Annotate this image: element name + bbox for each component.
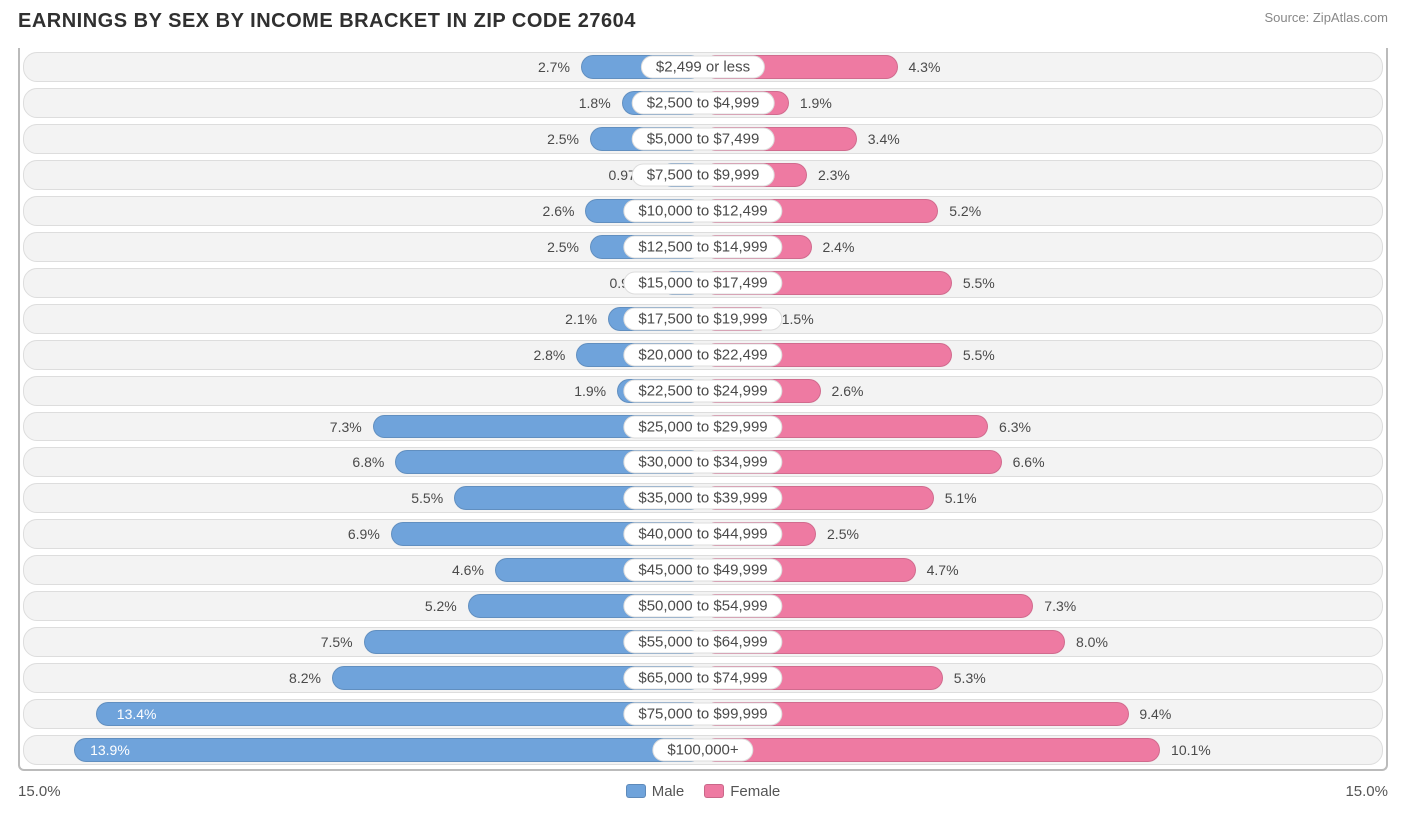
chart-row: $35,000 to $39,999 5.5% 5.1% [23,483,1383,513]
bracket-label: $40,000 to $44,999 [623,523,782,546]
axis-left-max: 15.0% [18,783,61,800]
female-value: 5.5% [963,275,995,291]
bracket-label: $5,000 to $7,499 [632,127,775,150]
bracket-label: $35,000 to $39,999 [623,487,782,510]
bracket-label: $2,500 to $4,999 [632,91,775,114]
female-value: 10.1% [1171,742,1211,758]
male-value: 8.2% [289,670,321,686]
chart-row: $22,500 to $24,999 1.9% 2.6% [23,376,1383,406]
female-value: 5.3% [954,670,986,686]
female-bar [703,738,1160,762]
male-value: 2.7% [538,59,570,75]
female-value: 4.7% [927,562,959,578]
legend-male-label: Male [652,783,685,800]
female-value: 7.3% [1044,598,1076,614]
chart-row: $25,000 to $29,999 7.3% 6.3% [23,412,1383,442]
legend-female: Female [704,783,780,800]
chart-row: $10,000 to $12,499 2.6% 5.2% [23,196,1383,226]
female-value: 4.3% [909,59,941,75]
bracket-label: $55,000 to $64,999 [623,631,782,654]
bracket-label: $15,000 to $17,499 [623,271,782,294]
bracket-label: $50,000 to $54,999 [623,595,782,618]
female-value: 2.3% [818,167,850,183]
female-swatch-icon [704,784,724,798]
female-value: 5.1% [945,490,977,506]
legend-female-label: Female [730,783,780,800]
source-label: Source: ZipAtlas.com [1264,10,1388,25]
chart-row: $40,000 to $44,999 6.9% 2.5% [23,519,1383,549]
chart-row: $75,000 to $99,999 9.4% 13.4% [23,699,1383,729]
male-value: 5.5% [411,490,443,506]
female-value: 6.6% [1013,454,1045,470]
chart-row: $15,000 to $17,4990.95%5.5% [23,268,1383,298]
bracket-label: $12,500 to $14,999 [623,235,782,258]
bracket-label: $17,500 to $19,999 [623,307,782,330]
bracket-label: $22,500 to $24,999 [623,379,782,402]
female-value: 3.4% [868,131,900,147]
male-value: 6.8% [352,454,384,470]
bracket-label: $2,499 or less [641,55,765,78]
bracket-label: $7,500 to $9,999 [632,163,775,186]
male-value: 4.6% [452,562,484,578]
female-value: 2.4% [823,239,855,255]
female-value: 9.4% [1139,706,1171,722]
bracket-label: $25,000 to $29,999 [623,415,782,438]
female-value: 1.5% [782,311,814,327]
chart-row: $45,000 to $49,999 4.6% 4.7% [23,555,1383,585]
male-value: 2.8% [533,347,565,363]
chart-title: EARNINGS BY SEX BY INCOME BRACKET IN ZIP… [18,10,636,33]
chart-row: $7,500 to $9,9990.97%2.3% [23,160,1383,190]
female-value: 2.5% [827,526,859,542]
chart-row: $2,499 or less 2.7% 4.3% [23,52,1383,82]
female-value: 5.5% [963,347,995,363]
chart-row: $30,000 to $34,999 6.8% 6.6% [23,447,1383,477]
female-value: 5.2% [949,203,981,219]
bracket-label: $45,000 to $49,999 [623,559,782,582]
male-value: 13.4% [117,706,157,722]
male-value: 7.3% [330,419,362,435]
male-value: 6.9% [348,526,380,542]
chart-row: $2,500 to $4,999 1.8% 1.9% [23,88,1383,118]
male-value: 2.1% [565,311,597,327]
male-value: 2.5% [547,131,579,147]
legend: Male Female [626,783,781,800]
axis-right-max: 15.0% [1345,783,1388,800]
chart-row: $55,000 to $64,999 7.5% 8.0% [23,627,1383,657]
female-value: 2.6% [832,383,864,399]
chart-row: $50,000 to $54,999 5.2% 7.3% [23,591,1383,621]
male-value: 13.9% [90,742,130,758]
bracket-label: $75,000 to $99,999 [623,703,782,726]
chart-row: $17,500 to $19,999 2.1% 1.5% [23,304,1383,334]
chart-row: $100,000+ 13.9% 10.1% [23,735,1383,765]
female-value: 8.0% [1076,634,1108,650]
male-value: 7.5% [321,634,353,650]
bracket-label: $10,000 to $12,499 [623,199,782,222]
female-value: 1.9% [800,95,832,111]
male-value: 2.5% [547,239,579,255]
male-value: 2.6% [543,203,575,219]
male-swatch-icon [626,784,646,798]
legend-male: Male [626,783,685,800]
bracket-label: $100,000+ [652,739,753,762]
male-bar [96,702,703,726]
chart-row: $12,500 to $14,999 2.5% 2.4% [23,232,1383,262]
female-value: 6.3% [999,419,1031,435]
bracket-label: $30,000 to $34,999 [623,451,782,474]
bracket-label: $20,000 to $22,499 [623,343,782,366]
bracket-label: $65,000 to $74,999 [623,667,782,690]
chart-row: $20,000 to $22,499 2.8% 5.5% [23,340,1383,370]
chart-area: $2,499 or less 2.7% 4.3% $2,500 to $4,999 1.… [18,48,1388,771]
male-value: 5.2% [425,598,457,614]
chart-row: $5,000 to $7,499 2.5% 3.4% [23,124,1383,154]
chart-row: $65,000 to $74,999 8.2% 5.3% [23,663,1383,693]
male-value: 1.8% [579,95,611,111]
male-bar [74,738,703,762]
male-value: 1.9% [574,383,606,399]
